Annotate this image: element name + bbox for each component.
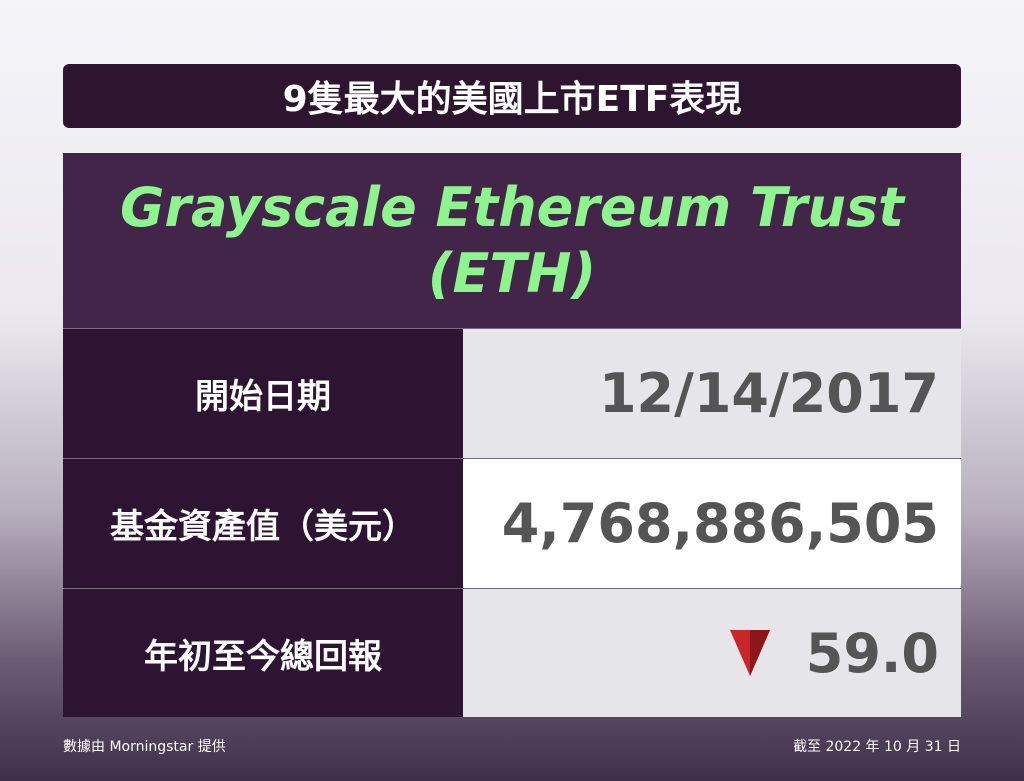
footer-date: 截至 2022 年 10 月 31 日 [793, 739, 961, 755]
row-value: 12/14/2017 [463, 329, 961, 458]
row-label: 基金資產值（美元） [63, 459, 463, 588]
row-value-cell: 59.0 [463, 589, 961, 717]
row: 開始日期 12/14/2017 [63, 328, 961, 458]
row: 年初至今總回報 59.0 [63, 588, 961, 717]
card: Grayscale Ethereum Trust (ETH) 開始日期 12/1… [63, 153, 961, 717]
row-label: 年初至今總回報 [63, 589, 463, 717]
card-title-line: (ETH) [427, 241, 597, 305]
row-value: 59.0 [805, 621, 939, 685]
row-label: 開始日期 [63, 329, 463, 458]
row-value: 4,768,886,505 [463, 459, 961, 588]
footer-source: 數據由 Morningstar 提供 [63, 739, 226, 755]
card-title-line: Grayscale Ethereum Trust [120, 175, 904, 239]
row: 基金資產值（美元） 4,768,886,505 [63, 458, 961, 588]
header-title: 9隻最大的美國上市ETF表現 [63, 64, 961, 128]
card-title: Grayscale Ethereum Trust (ETH) [63, 153, 961, 328]
down-arrow-icon [729, 630, 770, 676]
